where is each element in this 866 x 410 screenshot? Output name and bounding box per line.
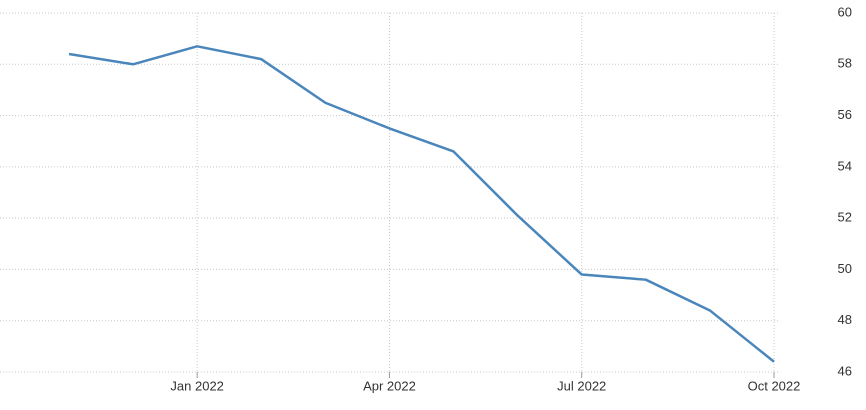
x-tick-label: Apr 2022 [363,378,416,393]
x-tick-label: Jan 2022 [170,378,224,393]
y-tick-label: 52 [838,210,852,225]
y-tick-label: 46 [838,363,852,378]
y-tick-label: 48 [838,312,852,327]
y-tick-label: 54 [838,158,852,173]
line-series [68,45,775,363]
y-tick-label: 56 [838,107,852,122]
x-tick-label: Oct 2022 [748,378,801,393]
y-tick-label: 60 [838,4,852,19]
y-tick-label: 58 [838,56,852,71]
y-tick-label: 50 [838,261,852,276]
x-tick-label: Jul 2022 [557,378,606,393]
